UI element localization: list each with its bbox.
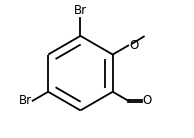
Text: Br: Br [74,4,87,17]
Text: O: O [143,94,152,107]
Text: Br: Br [19,94,32,107]
Text: O: O [129,39,138,52]
